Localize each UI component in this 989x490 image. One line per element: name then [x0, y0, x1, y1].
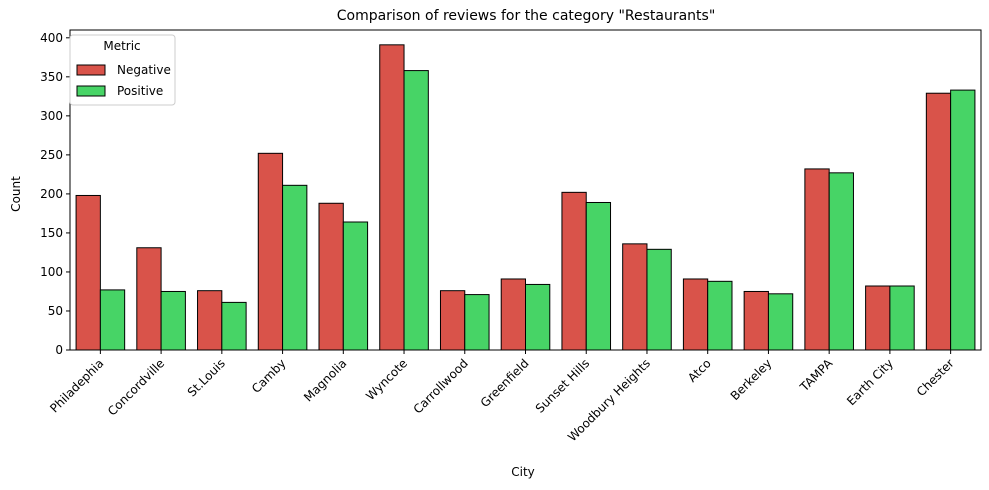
x-tick-label: Carrollwood	[411, 356, 471, 416]
y-tick-label: 150	[40, 226, 63, 240]
y-tick-label: 350	[40, 70, 63, 84]
bar-negative-2	[197, 290, 223, 351]
bar-negative-4	[318, 202, 344, 351]
x-tick-label: Sunset Hills	[533, 356, 593, 416]
bar-negative-5	[379, 44, 405, 351]
y-axis-label: Count	[9, 176, 23, 212]
legend-label-negative: Negative	[117, 63, 171, 77]
x-tick-label: Earth City	[844, 356, 896, 408]
bar-negative-1	[136, 247, 162, 351]
bar-positive-2	[221, 301, 247, 351]
bars-group	[75, 44, 976, 351]
bar-positive-10	[707, 280, 733, 351]
bar-positive-13	[889, 285, 915, 351]
bar-negative-10	[682, 278, 709, 351]
y-tick-label: 400	[40, 31, 63, 45]
bar-positive-6	[464, 294, 490, 351]
x-tick-label: Greenfield	[478, 356, 532, 410]
bar-negative-0	[75, 194, 101, 351]
legend-swatch-positive	[76, 85, 106, 97]
bar-positive-8	[585, 201, 612, 351]
bar-negative-14	[925, 92, 952, 351]
y-tick-label: 200	[40, 187, 63, 201]
bar-positive-9	[646, 248, 672, 351]
bar-negative-9	[622, 243, 648, 351]
y-axis: 0 50 100 150 200 250 300 350 400	[40, 31, 70, 357]
y-tick-label: 0	[55, 343, 63, 357]
legend-title: Metric	[103, 39, 140, 53]
bar-positive-4	[342, 221, 369, 351]
bar-negative-7	[500, 278, 526, 351]
bar-positive-12	[828, 172, 854, 351]
bar-positive-14	[950, 89, 976, 351]
bar-positive-3	[282, 184, 308, 351]
x-tick-label: TAMPA	[797, 356, 836, 395]
bar-positive-11	[767, 293, 794, 351]
legend: Metric Negative Positive	[69, 34, 176, 106]
bar-negative-6	[439, 290, 466, 351]
y-tick-label: 50	[48, 304, 63, 318]
bar-positive-7	[525, 283, 551, 351]
legend-label-positive: Positive	[117, 84, 163, 98]
y-tick-label: 100	[40, 265, 63, 279]
bar-negative-3	[257, 152, 284, 351]
y-tick-label: 300	[40, 109, 63, 123]
bar-negative-13	[865, 285, 891, 351]
bar-negative-8	[561, 191, 587, 351]
chart-title: Comparison of reviews for the category "…	[337, 8, 716, 24]
x-tick-label: Atco	[685, 356, 714, 385]
x-tick-label: Philadephia	[47, 356, 106, 415]
legend-swatch-negative	[76, 64, 106, 76]
bar-positive-5	[403, 70, 429, 351]
bar-positive-1	[160, 290, 186, 351]
x-tick-label: St.Louis	[185, 356, 228, 399]
x-tick-label: Magnolia	[301, 356, 349, 404]
y-tick-label: 250	[40, 148, 63, 162]
bar-negative-12	[804, 168, 830, 351]
bar-positive-0	[99, 289, 126, 351]
bar-negative-11	[743, 290, 769, 351]
x-tick-label: Camby	[249, 356, 289, 396]
plot-frame	[69, 29, 982, 351]
x-axis-label: City	[511, 465, 535, 479]
x-tick-label: Wyncote	[363, 356, 410, 403]
x-tick-label: Berkeley	[728, 356, 775, 403]
x-tick-label: Concordville	[105, 356, 167, 418]
x-tick-label: Chester	[914, 356, 957, 399]
